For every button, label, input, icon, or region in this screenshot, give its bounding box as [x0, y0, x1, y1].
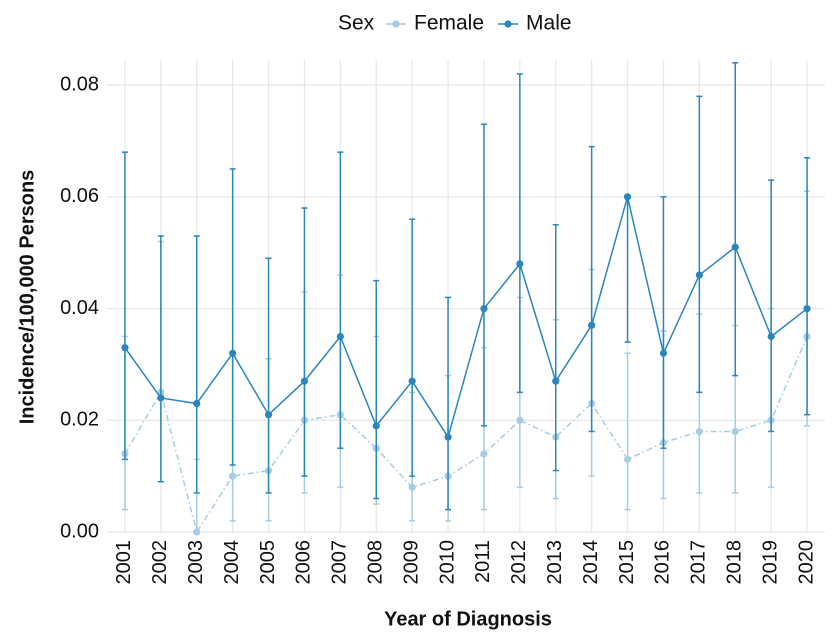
x-tick-label: 2018: [724, 540, 746, 585]
point: [480, 304, 488, 313]
point: [767, 332, 775, 341]
point: [229, 349, 237, 357]
point: [372, 422, 380, 430]
point: [157, 394, 165, 402]
x-tick-label: 2016: [652, 540, 674, 585]
x-tick-label: 2005: [257, 540, 279, 585]
point: [695, 271, 703, 279]
x-tick-label: 2015: [616, 540, 638, 585]
x-tick-label: 2007: [329, 540, 351, 585]
x-tick-label: 2006: [293, 540, 315, 585]
legend-swatch: [392, 20, 400, 28]
point: [623, 455, 632, 463]
legend-title: Sex: [338, 12, 375, 35]
point: [480, 450, 488, 458]
y-tick-label: 0.02: [60, 409, 99, 431]
y-tick-label: 0.04: [60, 297, 99, 319]
series-line: [124, 336, 808, 534]
x-tick-label: 2009: [400, 540, 422, 585]
point: [229, 472, 237, 480]
x-tick-label: 2014: [580, 540, 602, 585]
legend-label: Male: [526, 12, 572, 35]
point: [516, 260, 524, 268]
series-line: [124, 196, 808, 439]
point: [121, 344, 129, 352]
y-tick-label: 0.06: [60, 185, 99, 207]
x-tick-label: 2012: [508, 540, 530, 585]
point: [300, 377, 309, 385]
point: [516, 416, 524, 424]
point: [731, 243, 739, 251]
point: [623, 193, 632, 201]
y-tick-label: 0.08: [60, 73, 99, 95]
point: [444, 433, 452, 441]
x-tick-label: 2008: [365, 540, 387, 585]
point: [731, 427, 739, 436]
point: [552, 377, 560, 385]
x-tick-label: 2002: [149, 540, 171, 585]
y-axis-title: Incidence/100,000 Persons: [16, 170, 38, 425]
point: [695, 427, 703, 436]
x-tick-label: 2017: [688, 540, 710, 585]
point: [193, 399, 201, 408]
point: [193, 528, 201, 536]
legend-swatch: [504, 20, 512, 28]
x-tick-label: 2003: [185, 540, 207, 585]
x-tick-label: 2020: [795, 540, 817, 585]
point: [408, 377, 416, 385]
x-tick-label: 2001: [113, 540, 135, 585]
x-axis-title: Year of Diagnosis: [384, 608, 552, 630]
point: [336, 332, 344, 341]
x-tick-label: 2004: [221, 540, 243, 585]
x-tick-label: 2013: [544, 540, 566, 585]
point: [588, 321, 596, 329]
point: [803, 304, 811, 313]
point: [659, 349, 668, 357]
x-tick-label: 2019: [759, 540, 781, 585]
x-tick-label: 2010: [436, 540, 458, 585]
legend-label: Female: [414, 12, 484, 35]
point: [408, 483, 416, 491]
point: [264, 411, 273, 419]
x-tick-label: 2011: [472, 540, 494, 583]
y-tick-label: 0.00: [60, 520, 99, 542]
